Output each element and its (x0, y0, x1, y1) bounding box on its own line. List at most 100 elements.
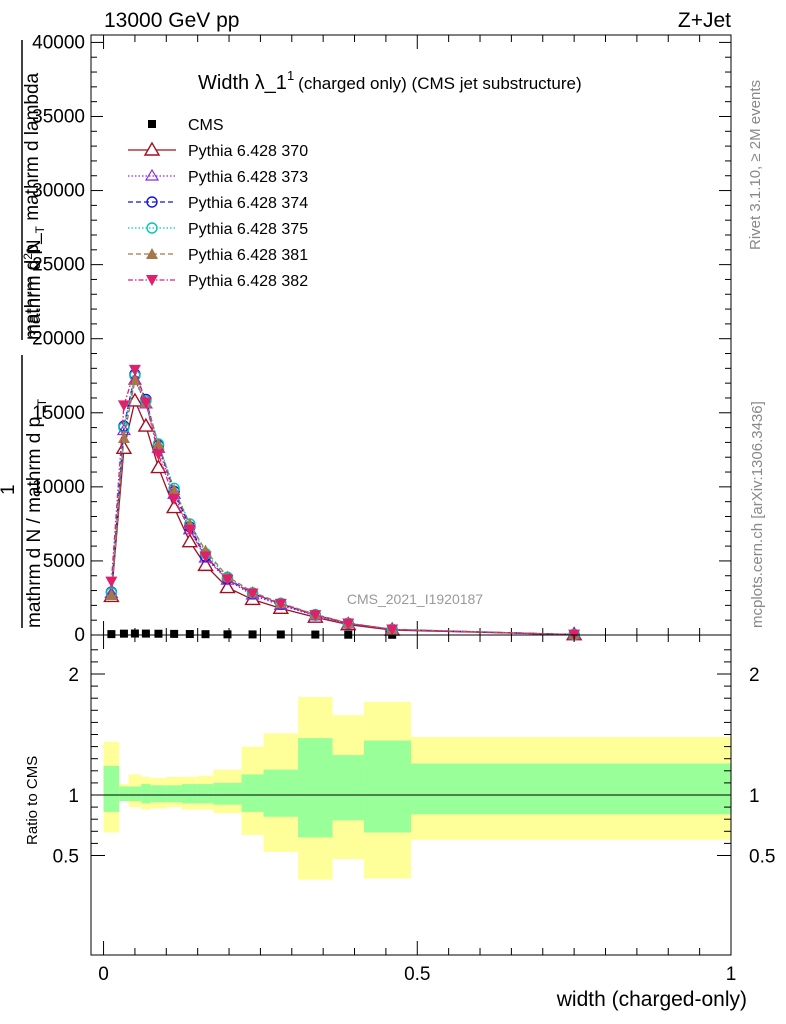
main-panel: 0 5000 10000 15000 20000 25000 30000 35000 40000… (32, 32, 732, 646)
data-point-cms (276, 630, 285, 639)
ratio-band-inner (263, 769, 299, 817)
mcplots-label: mcplots.cern.ch [arXiv:1306.3436] (749, 401, 766, 628)
ratio-band-inner (241, 774, 264, 812)
ratio-xtick-label: 0 (98, 964, 109, 985)
ratio-ytick-label: 1 (68, 786, 79, 807)
data-point-cms (185, 630, 194, 639)
chart-title-main: Width λ_1 (198, 72, 287, 94)
main-ytick-label: 0 (74, 625, 85, 646)
x-axis-label: width (charged-only) (556, 988, 747, 1011)
ratio-band-inner (332, 755, 364, 821)
chart-title-suffix: (charged only) (CMS jet substructure) (298, 74, 581, 93)
ratio-band-inner (150, 785, 167, 803)
data-point-p382 (152, 449, 165, 461)
series-line-p370 (110, 398, 575, 636)
ratio-bands (103, 696, 731, 880)
data-point-p381 (105, 589, 118, 600)
data-point-p370 (150, 459, 167, 474)
ratio-y-ticks: 0.5 0.5 1 1 2 2 (53, 649, 775, 868)
ratio-band-inner (213, 782, 242, 805)
ratio-band-inner (298, 738, 333, 838)
data-point-p381 (128, 374, 141, 386)
legend-label-cms: CMS (188, 117, 224, 134)
main-ytick-label: 25000 (32, 255, 85, 276)
data-point-p382 (183, 524, 196, 536)
data-point-cms (130, 629, 139, 638)
ratio-band-inner (411, 763, 731, 815)
data-point-p370 (137, 417, 155, 432)
data-point-p382 (168, 493, 181, 505)
data-point-p382 (221, 574, 234, 586)
data-point-p381 (152, 437, 165, 449)
data-point-cms (170, 629, 179, 638)
data-point-cms (107, 630, 116, 639)
ylabel-frac-denominator: mathrm d N / mathrm d p_T (24, 398, 49, 628)
series-line-p375 (110, 373, 575, 636)
main-series (103, 364, 583, 641)
data-point-p382 (246, 588, 259, 600)
data-point-p382 (199, 551, 212, 563)
main-ytick-label: 15000 (32, 403, 85, 424)
ratio-band-inner (363, 740, 411, 833)
watermark: CMS_2021_I1920187 (347, 591, 483, 607)
main-ytick-label: 35000 (32, 106, 85, 127)
data-point-p382 (342, 618, 355, 630)
ratio-ytick-label-right: 1 (749, 786, 760, 807)
data-point-p381 (168, 483, 181, 495)
rivet-version-label: Rivet 3.1.10, ≥ 2M events (747, 80, 764, 250)
legend-marker-p370 (143, 141, 161, 156)
data-point-p382 (128, 364, 141, 376)
ratio-xtick-label: 0.5 (404, 964, 430, 985)
data-point-p382 (139, 397, 152, 409)
data-point-p382 (274, 598, 287, 610)
data-point-p381 (117, 431, 130, 443)
ratio-band-inner (166, 785, 182, 803)
data-point-p382 (309, 610, 322, 622)
ratio-x-ticks: 0 0.5 1 (98, 635, 736, 985)
header-process: 13000 GeV pp (104, 9, 239, 32)
main-y-label: mathrm d2N mathrm d p_T mathrm d lambda … (0, 40, 49, 628)
data-point-cms (119, 629, 128, 638)
data-point-p370 (219, 579, 236, 594)
ratio-xtick-label: 1 (726, 964, 737, 985)
ylabel-frac-numerator: 1 (0, 484, 19, 495)
legend-label-p375: Pythia 6.428 375 (188, 221, 308, 238)
legend-marker-p373 (144, 168, 160, 181)
ratio-ytick-label: 2 (68, 665, 79, 686)
ratio-band-inner (141, 784, 151, 804)
chart-title: Width λ_11 (charged only) (CMS jet substr… (198, 68, 582, 94)
main-ytick-label: 5000 (43, 551, 85, 572)
ratio-ytick-label-right: 2 (749, 665, 760, 686)
legend-label-p381: Pythia 6.428 381 (188, 247, 308, 264)
legend-marker-p374 (146, 196, 158, 208)
ratio-band-inner (181, 784, 198, 804)
legend-label-p374: Pythia 6.428 374 (188, 195, 308, 212)
legend-label-p370: Pythia 6.428 370 (188, 143, 308, 160)
legend-label-p382: Pythia 6.428 382 (188, 273, 308, 290)
data-point-cms (223, 630, 232, 639)
ratio-band-inner (128, 786, 142, 802)
main-ytick-label: 20000 (32, 329, 85, 350)
data-point-cms (154, 629, 163, 638)
main-ytick-label: 40000 (32, 32, 85, 53)
legend: CMS Pythia 6.428 370 Pythia 6.428 373 Pythi… (128, 117, 308, 290)
ratio-ytick-label-right: 0.5 (749, 847, 775, 868)
data-point-p382 (105, 576, 118, 588)
ylabel-line2: mathrm d p_T mathrm d lambda (22, 72, 47, 340)
ratio-band-inner (197, 784, 214, 804)
legend-label-p373: Pythia 6.428 373 (188, 169, 308, 186)
main-ytick-label: 10000 (32, 477, 85, 498)
data-point-cms (201, 630, 210, 639)
main-y-ticks: 0 5000 10000 15000 20000 25000 30000 35000 40000 (32, 32, 731, 646)
header-channel: Z+Jet (678, 9, 731, 32)
data-point-p382 (117, 400, 130, 412)
series-line-p382 (110, 367, 575, 636)
series-line-p374 (110, 372, 575, 636)
legend-marker-p382 (146, 275, 158, 286)
main-ytick-label: 30000 (32, 181, 85, 202)
ratio-y-label: Ratio to CMS (24, 756, 41, 845)
ratio-panel: 0.5 0.5 1 1 2 2 0 0.5 1 (53, 634, 775, 985)
ratio-band-inner (103, 765, 120, 812)
legend-marker-p375 (146, 222, 158, 234)
